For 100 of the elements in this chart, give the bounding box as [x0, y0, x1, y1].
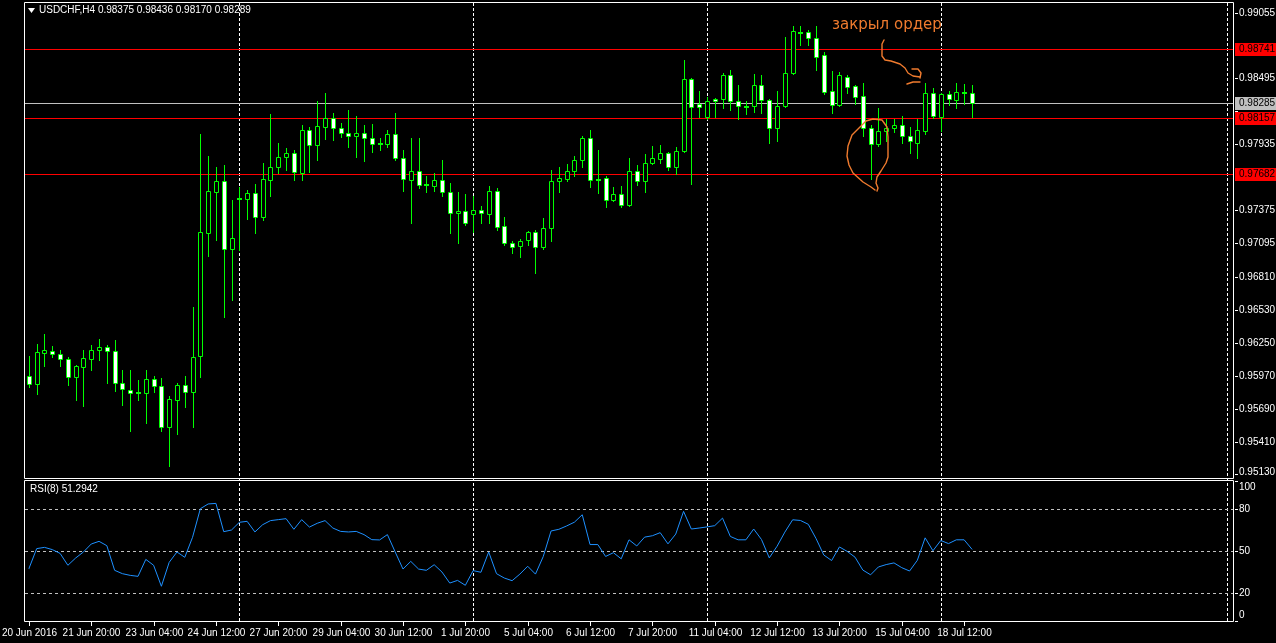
x-tick-label: 20 Jun 2016 — [1, 626, 58, 638]
candlestick — [120, 369, 125, 407]
y-tick-label: 0.96810 — [1239, 271, 1276, 283]
y-tick-label: 80 — [1239, 503, 1251, 515]
x-tick-label: 15 Jul 04:00 — [875, 626, 931, 638]
candlestick — [728, 69, 733, 112]
candlestick — [144, 369, 149, 425]
candlestick — [759, 74, 764, 115]
candlestick — [417, 137, 422, 190]
y-tick-label: 0.95410 — [1239, 436, 1276, 448]
candlestick — [268, 113, 273, 198]
y-tick-label: 0.95970 — [1239, 370, 1276, 382]
candlestick — [549, 169, 554, 243]
x-tick-label: 30 Jun 12:00 — [374, 626, 433, 638]
y-tick-label: 0.99055 — [1239, 7, 1276, 19]
y-tick-label: 0.97375 — [1239, 204, 1276, 216]
candlestick — [284, 147, 289, 172]
candlestick — [502, 216, 507, 247]
candlestick — [105, 344, 110, 385]
y-tick-label: 100 — [1239, 481, 1257, 493]
candlestick — [253, 183, 258, 235]
candlestick — [35, 343, 40, 396]
x-tick-label: 1 Jul 20:00 — [441, 626, 491, 638]
candlestick — [206, 155, 211, 258]
candlestick — [198, 133, 203, 379]
chart-title: RSI(8) 51.2942 — [30, 483, 98, 495]
candlestick — [876, 107, 881, 148]
x-tick-label: 5 Jul 04:00 — [504, 626, 554, 638]
candlestick — [682, 59, 687, 152]
y-tick-label: 20 — [1239, 587, 1251, 599]
annotation: закрыл ордер — [832, 15, 942, 33]
candlestick — [245, 189, 250, 221]
candlestick — [66, 356, 71, 387]
candlestick — [666, 153, 671, 172]
y-tick-label: 0.96250 — [1239, 337, 1276, 349]
candlestick — [822, 51, 827, 96]
x-tick-label: 18 Jul 12:00 — [937, 626, 993, 638]
candlestick — [74, 366, 79, 402]
candlestick — [50, 345, 55, 359]
candlestick — [214, 166, 219, 242]
candlestick — [619, 185, 624, 209]
candlestick — [495, 187, 500, 232]
y-tick-label: 0.97095 — [1239, 237, 1276, 249]
candlestick — [276, 142, 281, 175]
candlestick — [814, 25, 819, 72]
candlestick — [191, 306, 196, 429]
candlestick — [767, 100, 772, 145]
x-tick-label: 27 Jun 20:00 — [249, 626, 308, 638]
candlestick — [947, 90, 952, 107]
candlestick — [456, 191, 461, 245]
candlestick — [845, 74, 850, 95]
y-tick-label: 0.98495 — [1239, 72, 1276, 84]
y-tick-label: 0.96530 — [1239, 304, 1276, 316]
x-tick-label: 24 Jun 12:00 — [187, 626, 246, 638]
candlestick — [346, 109, 351, 149]
candlestick — [954, 82, 959, 110]
ref-line-label: 0.98741 — [1239, 43, 1276, 55]
candlestick — [892, 118, 897, 134]
candlestick — [572, 155, 577, 178]
y-tick-label: 0.97935 — [1239, 138, 1276, 150]
candlestick — [354, 115, 359, 159]
candlestick — [307, 126, 312, 174]
candlestick — [510, 240, 515, 255]
candlestick — [736, 84, 741, 121]
candlestick — [97, 338, 102, 362]
candlestick — [721, 72, 726, 110]
candlestick — [292, 149, 297, 182]
x-tick-label: 6 Jul 12:00 — [566, 626, 616, 638]
x-tick-label: 11 Jul 04:00 — [688, 626, 743, 638]
candlestick — [635, 164, 640, 187]
candlestick — [440, 159, 445, 198]
candlestick — [261, 162, 266, 222]
candlestick — [541, 217, 546, 251]
candlestick — [315, 100, 320, 162]
candlestick — [674, 146, 679, 176]
candlestick — [370, 123, 375, 154]
candlestick — [565, 163, 570, 183]
candlestick — [393, 112, 398, 162]
candlestick — [915, 118, 920, 160]
candlestick — [152, 375, 157, 394]
ref-line-label: 0.97682 — [1239, 168, 1276, 180]
x-tick-label: 23 Jun 04:00 — [125, 626, 184, 638]
candlestick — [775, 90, 780, 143]
candlestick — [432, 172, 437, 193]
candlestick — [401, 149, 406, 193]
candlestick — [487, 185, 492, 225]
candlestick — [323, 92, 328, 141]
candlestick — [596, 149, 601, 195]
candlestick — [939, 94, 944, 133]
x-tick-label: 12 Jul 12:00 — [750, 626, 806, 638]
y-tick-label: 0.95130 — [1239, 466, 1276, 478]
candlestick — [58, 349, 63, 368]
candlestick — [705, 96, 710, 121]
candlestick — [853, 86, 858, 106]
candlestick — [970, 84, 975, 119]
candlestick — [362, 124, 367, 163]
candlestick — [183, 375, 188, 409]
candlestick — [42, 333, 47, 368]
candlestick — [167, 395, 172, 468]
x-tick-label: 21 Jun 20:00 — [62, 626, 121, 638]
